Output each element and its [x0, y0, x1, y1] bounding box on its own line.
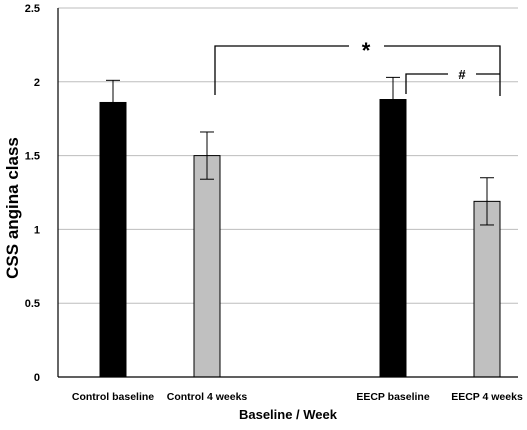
y-tick-label: 1: [34, 224, 40, 236]
x-category-label: Control baseline: [72, 391, 154, 403]
bar-4: [473, 200, 501, 378]
bars: [99, 99, 501, 378]
significance-star: *: [362, 38, 371, 63]
bar-2: [193, 155, 221, 378]
y-tick-label: 0: [34, 372, 40, 384]
x-category-label: EECP baseline: [356, 391, 430, 403]
y-tick-label: 2: [34, 77, 40, 89]
error-bars: [106, 76, 494, 226]
bar-1: [99, 101, 127, 378]
significance-hash: #: [458, 67, 466, 82]
x-category-label: Control 4 weeks: [167, 391, 248, 403]
bar-3: [379, 99, 407, 378]
y-tick-label: 1.5: [25, 151, 40, 163]
x-axis-title: Baseline / Week: [239, 407, 338, 422]
gridlines: [58, 7, 518, 304]
axes: [57, 8, 518, 378]
tick-labels: 0 0.5 1 1.5 2 2.5 Control baseline Control 4 we…: [25, 3, 523, 403]
x-category-label: EECP 4 weeks: [451, 391, 523, 403]
y-tick-label: 0.5: [25, 298, 40, 310]
y-tick-label: 2.5: [25, 3, 40, 15]
bracket-star-left: [214, 45, 349, 95]
bracket-star-right: [384, 45, 501, 96]
bracket-hash-left: [405, 73, 448, 94]
y-axis-title: CSS angina class: [3, 137, 22, 279]
significance-annotations: *#: [214, 38, 501, 96]
